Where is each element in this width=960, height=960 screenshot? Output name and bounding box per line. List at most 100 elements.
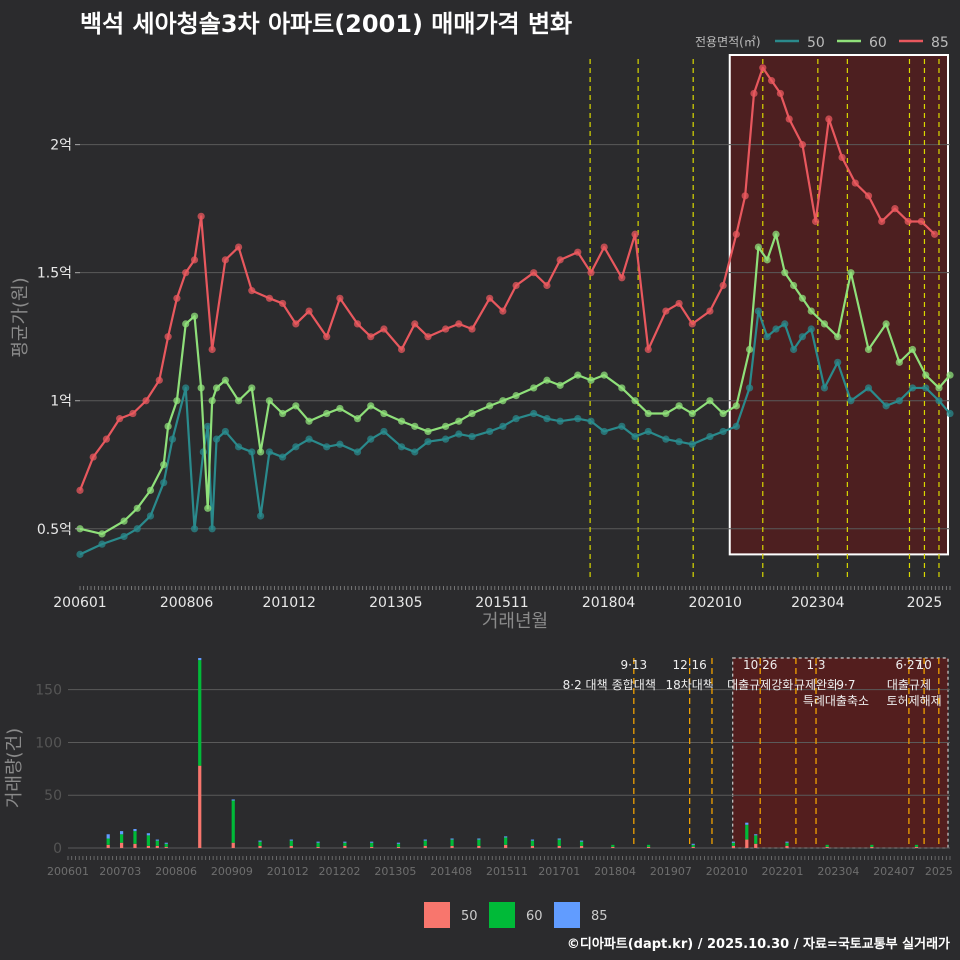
- legend-label-85: 85: [591, 909, 608, 924]
- y-tick-label: 150: [35, 683, 62, 699]
- data-point-60: [265, 397, 274, 405]
- data-point-50: [424, 438, 432, 446]
- bar-60: [731, 842, 736, 846]
- bar-85: [731, 841, 736, 843]
- bar-60: [155, 840, 159, 846]
- data-point-50: [631, 432, 639, 441]
- bar-50: [785, 845, 789, 848]
- data-point-85: [719, 281, 727, 290]
- data-point-60: [922, 371, 930, 379]
- data-point-50: [468, 432, 476, 441]
- legend-label-50: 50: [807, 35, 825, 51]
- data-point-60: [160, 461, 168, 469]
- axes: 0 50 100 150 200601 200703 200806 200909 201012 2…: [4, 683, 953, 878]
- bar-60: [825, 844, 829, 847]
- x-tick-label: 200601: [53, 595, 106, 611]
- bar-85: [343, 841, 347, 843]
- x-tick-label: 200703: [99, 865, 141, 878]
- data-point-85: [292, 320, 300, 328]
- data-point-60: [204, 504, 212, 512]
- highlight-box: [728, 54, 949, 556]
- legend-label-60: 60: [526, 909, 543, 924]
- data-point-50: [367, 435, 375, 443]
- bar-85: [289, 839, 293, 841]
- x-tick-label: 201012: [263, 595, 316, 611]
- data-point-50: [146, 512, 155, 520]
- legend-label-85: 85: [931, 35, 949, 51]
- data-point-60: [257, 448, 265, 456]
- bar-50: [316, 846, 320, 848]
- data-point-85: [706, 307, 714, 315]
- data-point-50: [411, 448, 419, 456]
- bar-60: [579, 841, 584, 846]
- bar-50: [557, 845, 561, 848]
- data-point-85: [662, 307, 670, 315]
- bar-85: [785, 841, 789, 843]
- x-tick-label: 200909: [211, 865, 253, 878]
- bar-60: [289, 840, 293, 846]
- x-tick-label: 200806: [155, 865, 197, 878]
- x-tick-label: 202407: [873, 865, 915, 878]
- bar-60: [450, 839, 454, 846]
- bar-50: [745, 839, 749, 848]
- data-point-85: [530, 269, 538, 277]
- bar-60: [146, 835, 150, 846]
- x-tick-label: 202010: [688, 595, 741, 611]
- data-point-60: [146, 486, 155, 494]
- data-point-50: [946, 409, 954, 418]
- data-point-50: [204, 422, 212, 430]
- bar-60: [691, 844, 695, 847]
- y-tick-label: 0: [53, 841, 62, 857]
- data-point-50: [675, 438, 683, 446]
- bar-60: [611, 844, 615, 847]
- data-point-50: [732, 422, 740, 430]
- data-point-50: [763, 333, 771, 341]
- bar-85: [423, 839, 427, 841]
- data-point-85: [336, 294, 344, 302]
- data-point-85: [305, 307, 313, 315]
- data-point-85: [116, 415, 124, 423]
- data-point-50: [380, 427, 388, 436]
- data-point-85: [142, 397, 150, 405]
- data-point-85: [838, 153, 846, 162]
- data-point-85: [397, 345, 406, 354]
- data-point-60: [763, 256, 771, 264]
- data-point-50: [190, 525, 199, 533]
- bar-50: [870, 846, 874, 848]
- data-point-50: [221, 427, 229, 436]
- bar-85: [231, 799, 235, 801]
- legend: 50 60 85: [424, 902, 608, 928]
- data-point-85: [221, 256, 229, 264]
- data-point-60: [208, 397, 216, 405]
- bar-85: [198, 658, 202, 661]
- data-point-50: [688, 440, 696, 448]
- policy-label: 1·3: [806, 658, 825, 672]
- data-point-85: [767, 77, 776, 85]
- data-point-60: [212, 384, 221, 392]
- data-point-50: [587, 417, 595, 425]
- bar-60: [646, 844, 651, 847]
- bar-60: [504, 837, 508, 845]
- policy-label: 12·16: [672, 658, 706, 672]
- bar-50: [754, 843, 758, 848]
- data-point-85: [512, 281, 520, 290]
- data-point-60: [781, 269, 789, 277]
- series-lines: [76, 64, 954, 558]
- y-axis-title: 평균가(원): [10, 277, 31, 357]
- price-line-chart: 0.5억 1억 1.5억 2억 200601 200806 201012 201305 2015…: [10, 35, 954, 632]
- legend: 전용면적(㎡) 50 60 85: [695, 35, 949, 51]
- data-point-85: [279, 299, 287, 308]
- x-tick-label: 201804: [582, 595, 636, 611]
- bar-60: [133, 831, 137, 844]
- data-point-50: [662, 435, 670, 443]
- bar-50: [258, 845, 262, 848]
- bar-50: [370, 846, 374, 848]
- data-point-85: [424, 333, 432, 341]
- highlight-region: [728, 54, 949, 556]
- data-point-85: [468, 325, 476, 333]
- policy-label: 9·13: [620, 658, 647, 672]
- data-point-60: [248, 384, 256, 392]
- x-tick-label: 201804: [594, 865, 636, 878]
- bar-85: [316, 841, 320, 843]
- y-tick-label: 1.5억: [37, 266, 72, 282]
